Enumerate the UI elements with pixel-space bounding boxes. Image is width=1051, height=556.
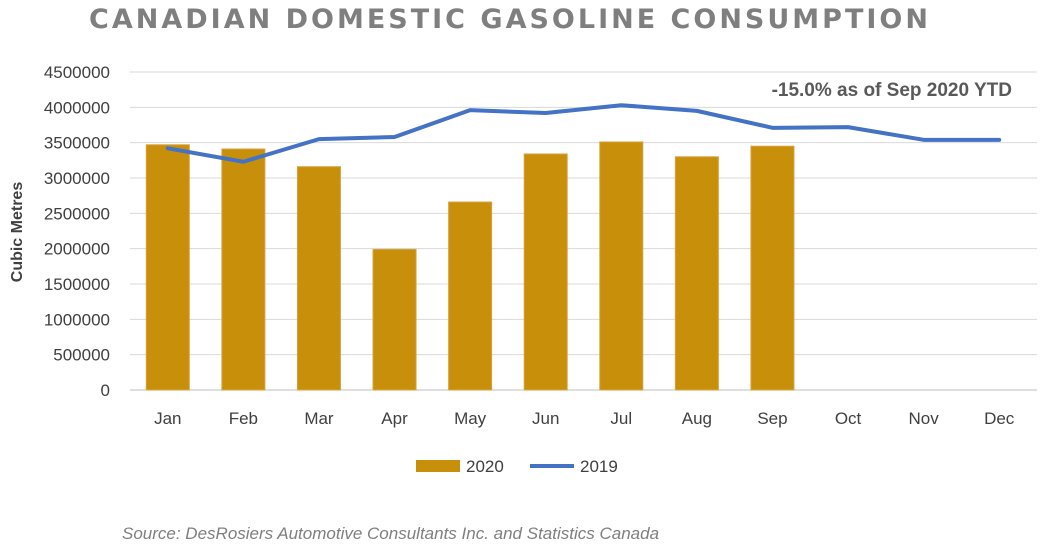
bar-2020: [523, 153, 568, 391]
legend: 2020 2019: [416, 457, 618, 476]
bar-2020: [145, 144, 190, 391]
bar-2020: [372, 248, 417, 391]
bar-2020: [599, 141, 644, 391]
bar-2020: [296, 166, 341, 391]
ytd-annotation: -15.0% as of Sep 2020 YTD: [772, 80, 1012, 101]
y-tick-label: 2500000: [44, 204, 110, 223]
y-tick-label: 500000: [53, 346, 110, 365]
bar-2020: [448, 201, 493, 391]
y-axis-ticks: 0 500000 1000000 1500000 2000000 2500000 30000…: [44, 63, 110, 400]
y-tick-label: 0: [101, 381, 110, 400]
chart-title: CANADIAN DOMESTIC GASOLINE CONSUMPTION: [89, 4, 931, 35]
bars-2020: [145, 141, 795, 391]
bar-2020: [674, 156, 719, 391]
x-tick-label: May: [454, 409, 487, 428]
bar-2020: [221, 148, 266, 391]
x-tick-label: Mar: [304, 409, 334, 428]
x-tick-label: Aug: [682, 409, 712, 428]
legend-swatch-2020: [416, 460, 460, 472]
gridlines: [130, 71, 1037, 391]
x-tick-label: Jun: [532, 409, 559, 428]
bar-2020: [750, 145, 795, 391]
source-note: Source: DesRosiers Automotive Consultant…: [122, 524, 660, 543]
x-tick-label: Dec: [984, 409, 1015, 428]
series-line-2019: [165, 103, 1002, 164]
x-tick-label: Jul: [610, 409, 632, 428]
x-tick-label: Apr: [381, 409, 408, 428]
y-tick-label: 4500000: [44, 63, 110, 82]
x-tick-label: Oct: [835, 409, 862, 428]
legend-label-2020: 2020: [466, 457, 504, 476]
y-tick-label: 3500000: [44, 134, 110, 153]
y-tick-label: 1500000: [44, 275, 110, 294]
legend-label-2019: 2019: [580, 457, 618, 476]
y-axis-label: Cubic Metres: [9, 182, 26, 283]
y-tick-label: 2000000: [44, 240, 110, 259]
x-axis-ticks: Jan Feb Mar Apr May Jun Jul Aug Sep Oct Nov Dec: [154, 409, 1015, 428]
x-tick-label: Sep: [757, 409, 787, 428]
x-tick-label: Jan: [154, 409, 181, 428]
x-tick-label: Nov: [909, 409, 940, 428]
y-tick-label: 3000000: [44, 169, 110, 188]
line-2019: [165, 103, 1002, 164]
y-tick-label: 1000000: [44, 310, 110, 329]
y-tick-label: 4000000: [44, 98, 110, 117]
x-tick-label: Feb: [229, 409, 258, 428]
